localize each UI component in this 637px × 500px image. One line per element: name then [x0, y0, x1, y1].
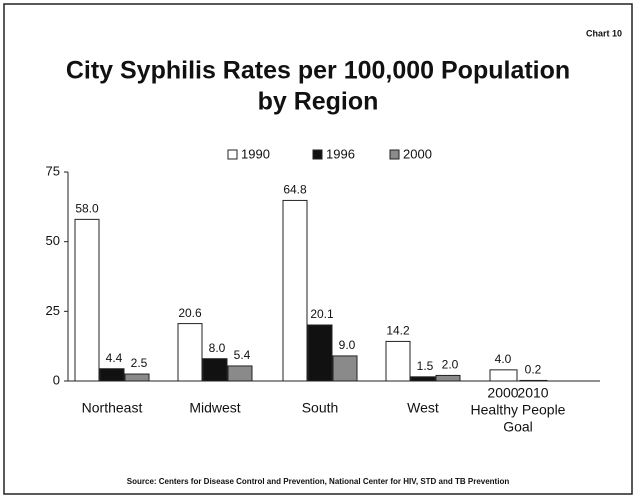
bar [74, 218, 100, 382]
value-label: 4.4 [106, 351, 123, 365]
y-tick-label: 0 [53, 372, 60, 387]
x-tick-label: Midwest [189, 400, 240, 416]
legend-label: 1996 [326, 146, 355, 161]
legend-label: 2000 [403, 146, 432, 161]
legend-swatch [389, 149, 400, 160]
goal-label: Healthy People [471, 402, 566, 418]
x-tick-label: South [302, 400, 339, 416]
frame [3, 3, 633, 495]
y-tick-label: 25 [46, 303, 60, 318]
bar [307, 324, 333, 382]
bar [99, 368, 125, 382]
legend-label: 1990 [241, 146, 270, 161]
value-label: 0.2 [525, 363, 542, 377]
goal-label-line2: Goal [503, 419, 533, 435]
x-tick-label: West [407, 400, 439, 416]
corner-label: Chart 10 [586, 28, 622, 38]
bar [435, 374, 461, 382]
value-label: 5.4 [234, 348, 251, 362]
value-label: 2.5 [131, 356, 148, 370]
x-tick-label: Northeast [82, 400, 143, 416]
value-label: 14.2 [386, 324, 410, 338]
bar [202, 358, 228, 382]
bar [227, 365, 253, 382]
source-note: Source: Centers for Disease Control and … [127, 477, 510, 486]
goal-bar [519, 379, 548, 382]
value-label: 64.8 [283, 183, 307, 197]
value-label: 4.0 [495, 352, 512, 366]
value-label: 8.0 [209, 341, 226, 355]
goal-year-label: 2010 [517, 385, 548, 401]
chart-title: City Syphilis Rates per 100,000 Populati… [66, 57, 570, 85]
y-tick-label: 50 [46, 233, 60, 248]
bar [124, 373, 150, 382]
y-tick-label: 75 [46, 163, 60, 178]
goal-year-label: 2000 [487, 385, 518, 401]
chart-title-line2: by Region [258, 88, 379, 116]
value-label: 20.6 [178, 306, 202, 320]
bar [385, 340, 411, 382]
bar [332, 355, 358, 382]
value-label: 58.0 [75, 202, 99, 216]
legend-swatch [312, 149, 323, 160]
bar [177, 323, 203, 382]
value-label: 9.0 [339, 338, 356, 352]
bar [282, 199, 308, 382]
goal-bar [489, 369, 518, 382]
legend-swatch [227, 149, 238, 160]
value-label: 20.1 [310, 307, 334, 321]
value-label: 2.0 [442, 358, 459, 372]
bar [410, 376, 436, 382]
value-label: 1.5 [417, 359, 434, 373]
